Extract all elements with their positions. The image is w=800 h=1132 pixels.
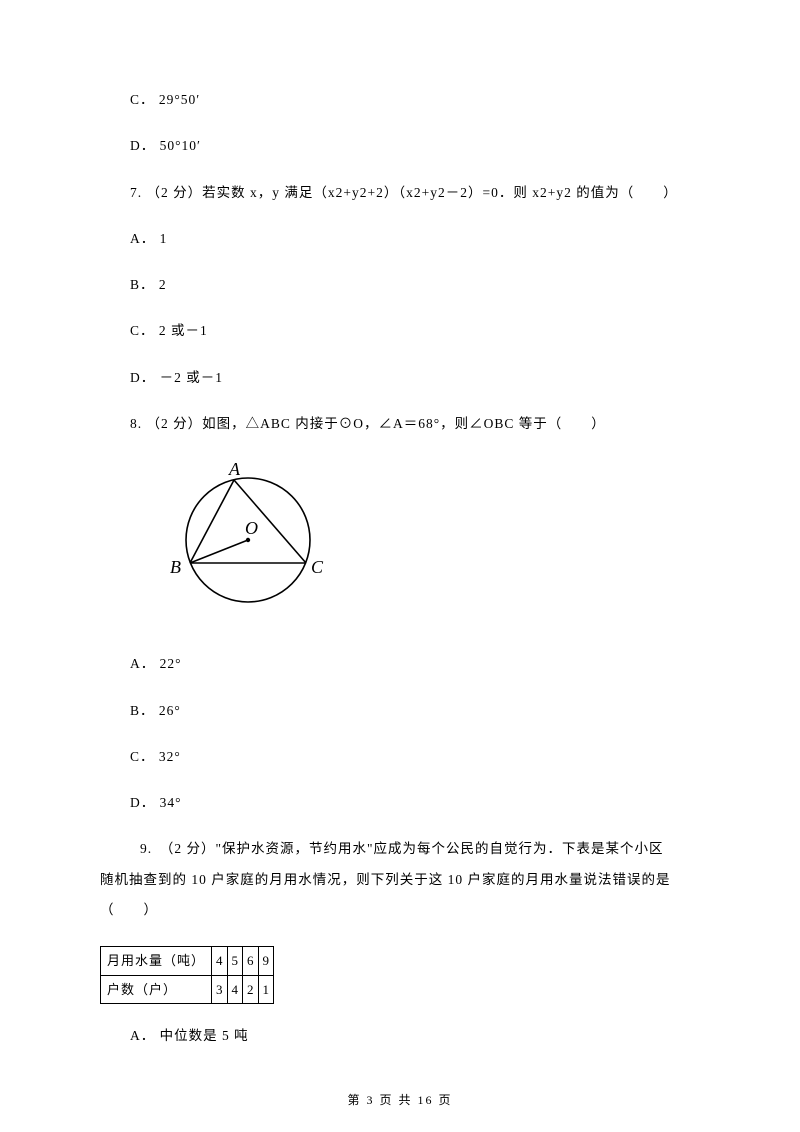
q8-option-b: B． 26° [100, 701, 700, 721]
table-row: 月用水量（吨） 4 5 6 9 [101, 947, 274, 976]
table-cell: 3 [212, 975, 228, 1004]
table-cell: 4 [227, 975, 243, 1004]
q7-stem: 7. （2 分）若实数 x，y 满足（x2+y2+2）（x2+y2－2）=0．则… [100, 183, 700, 203]
q9-stem-line2: 随机抽查到的 10 户家庭的月用水情况，则下列关于这 10 户家庭的月用水量说法… [100, 870, 700, 890]
table-row1-label: 月用水量（吨） [101, 947, 212, 976]
table-cell: 9 [258, 947, 274, 976]
q9-stem-line1: 9. （2 分）"保护水资源，节约用水"应成为每个公民的自觉行为．下表是某个小区 [100, 839, 700, 859]
svg-text:A: A [228, 460, 241, 479]
page-footer: 第 3 页 共 16 页 [0, 1091, 800, 1108]
page-content: C． 29°50′ D． 50°10′ 7. （2 分）若实数 x，y 满足（x… [0, 0, 800, 1092]
q7-option-c: C． 2 或－1 [100, 321, 700, 341]
q8-stem: 8. （2 分）如图，△ABC 内接于⊙O，∠A＝68°，则∠OBC 等于（ ） [100, 414, 700, 434]
q6-option-d: D． 50°10′ [100, 136, 700, 156]
svg-text:B: B [170, 557, 181, 577]
svg-text:C: C [311, 557, 324, 577]
q7-option-d: D． －2 或－1 [100, 368, 700, 388]
table-cell: 1 [258, 975, 274, 1004]
svg-text:O: O [245, 518, 258, 538]
table-row2-label: 户数（户） [101, 975, 212, 1004]
q8-option-a: A． 22° [100, 654, 700, 674]
q8-diagram: A B C O [158, 460, 700, 626]
circle-triangle-diagram: A B C O [158, 460, 358, 620]
q9-stem-line3: （ ） [100, 900, 700, 920]
table-cell: 6 [243, 947, 259, 976]
q9-option-a: A． 中位数是 5 吨 [100, 1026, 700, 1046]
q9-stem: 9. （2 分）"保护水资源，节约用水"应成为每个公民的自觉行为．下表是某个小区… [100, 839, 700, 920]
q8-option-d: D． 34° [100, 793, 700, 813]
table-row: 户数（户） 3 4 2 1 [101, 975, 274, 1004]
q6-option-c: C． 29°50′ [100, 90, 700, 110]
table-cell: 2 [243, 975, 259, 1004]
table-cell: 4 [212, 947, 228, 976]
q7-option-b: B． 2 [100, 275, 700, 295]
q7-option-a: A． 1 [100, 229, 700, 249]
q9-table: 月用水量（吨） 4 5 6 9 户数（户） 3 4 2 1 [100, 946, 274, 1004]
q8-option-c: C． 32° [100, 747, 700, 767]
table-cell: 5 [227, 947, 243, 976]
